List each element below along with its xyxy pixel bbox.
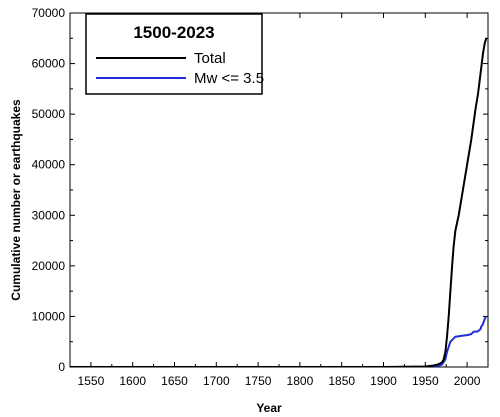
y-tick-label: 40000 xyxy=(32,158,66,172)
y-axis-title: Cumulative number or earthquakes xyxy=(9,99,23,301)
x-tick-label: 2000 xyxy=(454,374,481,388)
y-axis: 0 10000 20000 30000 40000 50000 60000 70000 xyxy=(32,6,488,374)
y-tick-label: 50000 xyxy=(32,107,66,121)
legend: 1500-2023 Total Mw <= 3.5 xyxy=(85,13,264,95)
x-axis-title: Year xyxy=(256,401,282,415)
legend-box xyxy=(85,13,263,95)
x-tick-label: 1700 xyxy=(203,374,230,388)
y-tick-label: 20000 xyxy=(32,259,66,273)
y-tick-label: 70000 xyxy=(32,6,66,20)
series-line-1 xyxy=(70,315,488,367)
y-tick-label: 10000 xyxy=(32,309,66,323)
y-tick-label: 60000 xyxy=(32,57,66,71)
legend-label: Total xyxy=(194,50,226,67)
y-tick-label: 30000 xyxy=(32,208,66,222)
x-tick-label: 1850 xyxy=(328,374,355,388)
series-layer xyxy=(70,37,488,367)
y-tick-label: 0 xyxy=(58,360,65,374)
x-tick-label: 1550 xyxy=(78,374,105,388)
x-tick-label: 1950 xyxy=(412,374,439,388)
x-tick-label: 1900 xyxy=(370,374,397,388)
x-tick-label: 1750 xyxy=(245,374,272,388)
legend-title: 1500-2023 xyxy=(133,23,214,42)
x-tick-label: 1650 xyxy=(161,374,188,388)
legend-label: Mw <= 3.5 xyxy=(194,70,264,87)
x-axis: 1550 1600 1650 1700 1750 1800 1850 1900 1950 2000 xyxy=(69,13,489,388)
x-tick-label: 1600 xyxy=(119,374,146,388)
x-tick-label: 1800 xyxy=(287,374,314,388)
series-line-0 xyxy=(70,37,488,367)
